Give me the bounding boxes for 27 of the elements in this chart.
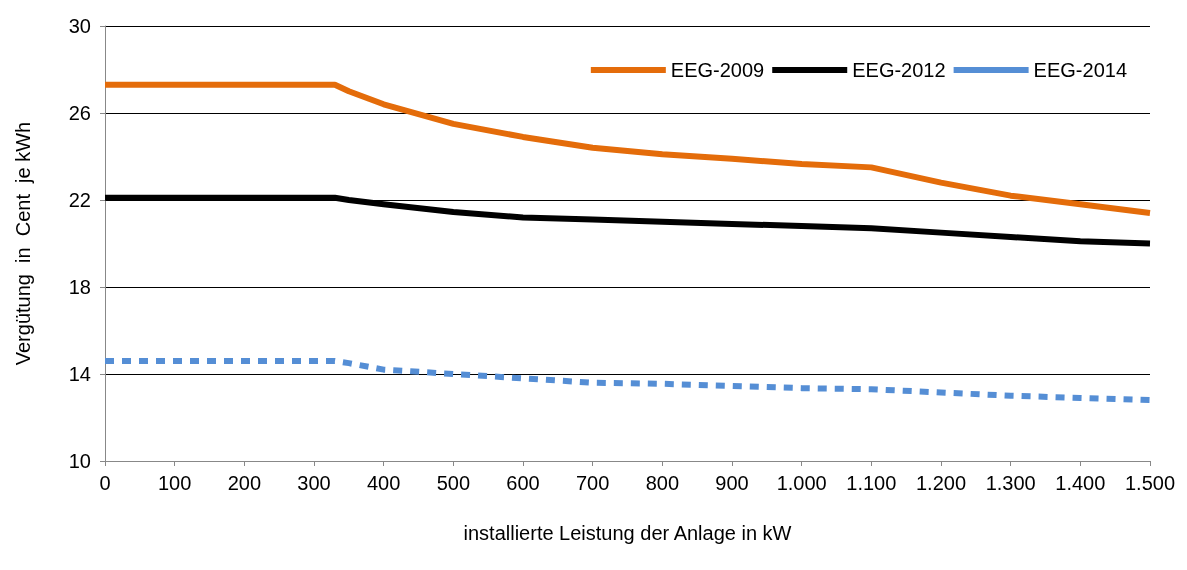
x-axis-title: installierte Leistung der Anlage in kW [463,522,792,544]
x-tick-label: 900 [715,472,749,494]
y-tick-label: 18 [68,276,91,298]
x-tick-label: 300 [297,472,331,494]
x-tick-label: 100 [157,472,192,494]
legend-label: EEG-2014 [1033,59,1127,81]
x-tick-label: 700 [575,472,610,494]
x-tick-label: 1.400 [1055,472,1106,494]
y-tick-label: 14 [68,363,91,385]
x-tick-label: 1.200 [915,472,967,494]
y-tick-label: 26 [68,102,91,124]
x-tick-label: 200 [227,472,262,494]
x-tick-label: 1.500 [1124,472,1176,494]
x-tick-label: 0 [99,472,111,494]
x-tick-label: 1.000 [776,472,827,494]
x-tick-label: 400 [366,472,401,494]
x-tick-label: 600 [506,472,540,494]
y-tick-label: 30 [68,15,91,37]
x-tick-label: 1.300 [985,472,1036,494]
y-axis-title: Vergütung in Cent je kWh [12,121,34,366]
y-tick-label: 10 [68,450,91,472]
y-tick-label: 22 [68,189,91,211]
legend-label: EEG-2009 [670,59,765,81]
x-tick-label: 1.100 [846,472,897,494]
legend-label: EEG-2012 [852,59,946,81]
x-tick-label: 800 [645,472,680,494]
x-tick-label: 500 [436,472,471,494]
